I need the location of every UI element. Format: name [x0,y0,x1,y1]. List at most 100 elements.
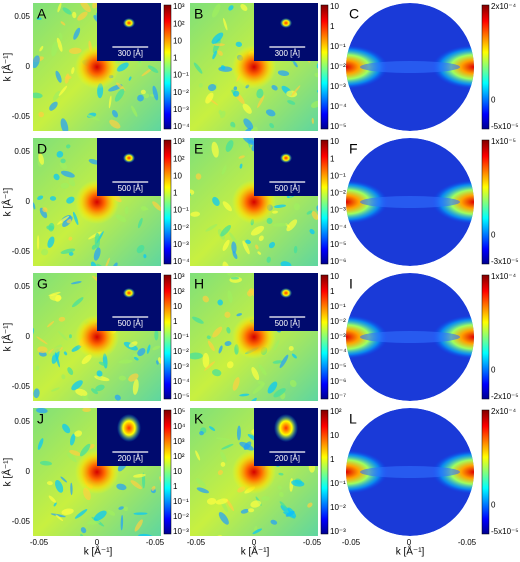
texture [60,21,66,26]
x-tick-label: 0 [407,538,412,547]
colorbar-label: 10⁻¹ [330,171,346,180]
panel-letter: C [349,6,359,22]
texture [58,85,68,96]
texture [250,126,258,131]
texture [75,388,88,397]
panel: 300 [Å] [190,3,318,131]
colorbar-label: 10⁻³ [173,240,189,249]
colorbar-label: 10⁻⁵ [173,392,189,401]
lobe [432,180,474,224]
colorbar-label: 10⁻³ [173,362,189,371]
texture [236,313,242,317]
texture [224,341,232,347]
colorbar-label: -2x10⁻⁵ [491,392,519,401]
texture [288,539,295,546]
colorbar-label: 1x10⁻⁵ [491,137,516,146]
texture [70,482,73,496]
texture [221,165,227,175]
panel-letter: F [349,141,358,157]
colorbar-label: 10² [173,287,185,296]
colorbar-label: 10 [330,2,339,11]
texture [42,207,48,213]
lobe [346,450,388,494]
colorbar-label: 10⁵ [173,407,185,416]
texture [257,251,262,255]
colorbar-label: 10⁻⁴ [330,102,347,111]
inset [97,273,161,331]
texture [98,361,108,367]
texture [273,339,280,351]
inset-object [280,18,292,28]
texture [291,353,297,359]
texture [47,321,55,328]
texture [105,257,110,266]
texture [62,7,72,15]
texture [118,506,124,510]
texture [124,206,129,215]
texture [96,263,104,266]
colorbar-label: -5x10⁻⁵ [491,122,519,131]
texture [254,525,258,532]
texture [60,476,68,483]
panel: 500 [Å] [33,273,161,401]
colorbar-label: 10⁻⁵ [330,240,346,249]
texture [271,85,278,91]
colorbar [163,4,172,130]
texture [33,388,40,399]
texture [147,65,159,73]
texture [56,151,64,158]
texture [131,105,138,117]
texture [195,450,201,461]
texture [277,485,282,490]
y-tick-label: -0.05 [12,517,31,526]
texture [280,505,291,515]
panel-letter: E [194,141,203,157]
texture [60,170,75,178]
texture [123,506,129,512]
inset [254,3,318,61]
texture [248,139,256,145]
band [360,466,460,478]
panel [346,138,474,266]
texture [265,109,276,117]
texture [232,377,240,391]
colorbar-label: 10⁻² [330,317,346,326]
texture [116,62,129,72]
texture [245,239,251,245]
colorbar-label: 10⁻⁴ [330,347,347,356]
colorbar-label: 10 [330,137,339,146]
texture [64,73,70,84]
texture [33,55,40,69]
colorbar-label: 10⁻³ [330,82,346,91]
texture [107,509,116,516]
y-tick-label: 0.05 [14,417,30,426]
texture [221,443,234,450]
texture [247,397,257,401]
texture [218,345,223,354]
texture [278,472,284,476]
colorbar [320,409,329,535]
texture [114,394,121,401]
texture [232,90,240,97]
colorbar [320,274,329,400]
texture [205,224,218,232]
texture [202,295,209,303]
texture [133,512,148,515]
colorbar-label: 10⁻² [330,62,346,71]
texture [133,356,139,361]
panel: 500 [Å] [190,138,318,266]
texture [208,426,216,431]
colorbar-label: 10³ [173,437,185,446]
texture [250,225,265,236]
texture [48,0,52,2]
lobe [432,315,474,359]
colorbar-label: 1 [330,22,335,31]
colorbar-label: 10² [330,407,342,416]
colorbar-label: 10⁻¹ [330,479,346,488]
texture [154,329,159,341]
scale-label: 300 [Å] [118,49,143,58]
panel-letter: K [194,411,204,427]
texture [38,111,45,118]
texture [60,118,69,131]
